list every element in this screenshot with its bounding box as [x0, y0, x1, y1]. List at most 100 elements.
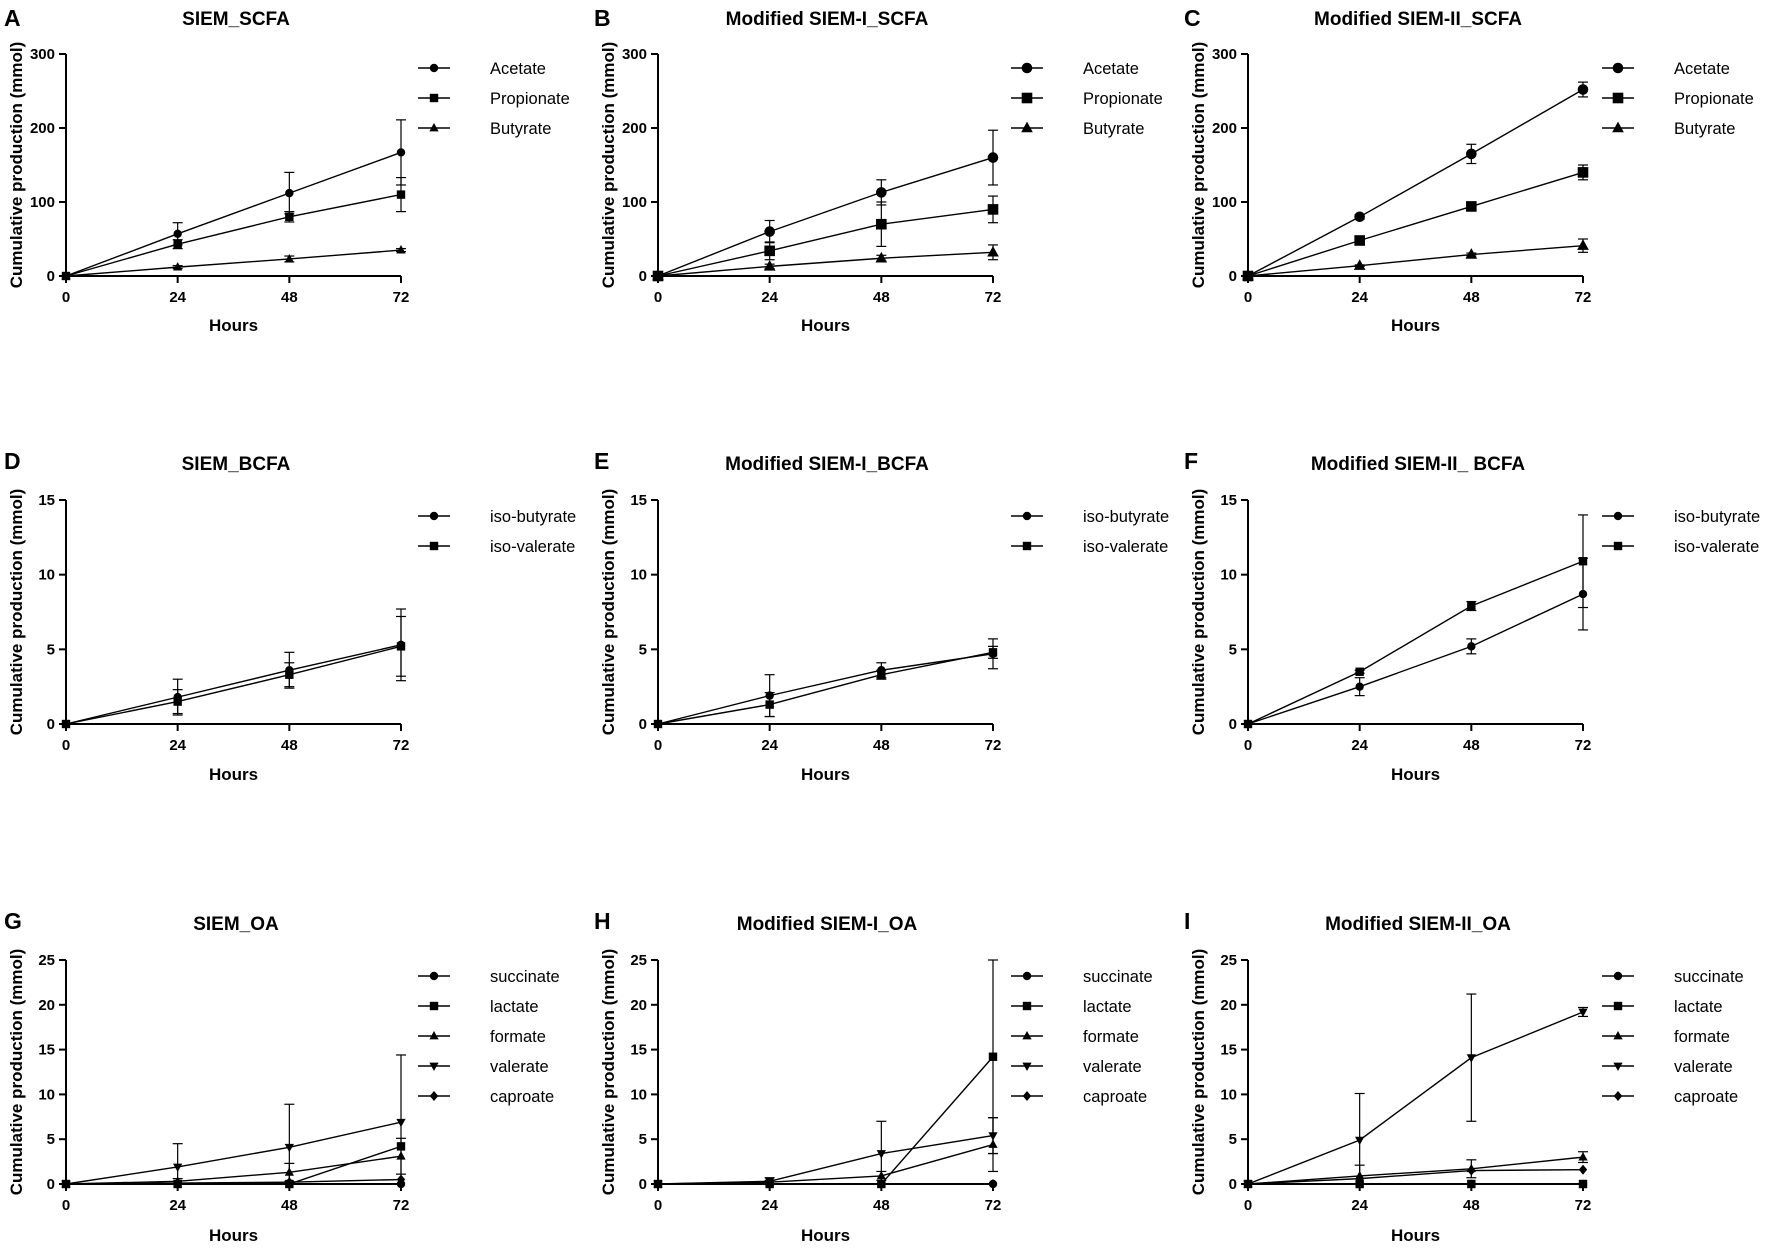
x-tick-label-c: 72 — [1575, 289, 1592, 306]
legend-label: formate — [1674, 1028, 1730, 1046]
x-tick-label-f: 72 — [1575, 737, 1592, 754]
legend-marker — [429, 1001, 439, 1011]
y-tick-label-f: 0 — [1229, 716, 1237, 733]
data-point — [1578, 1164, 1588, 1175]
panel-title-f: Modified SIEM-II_ BCFA — [1311, 454, 1526, 475]
panel-letter-f: F — [1184, 448, 1198, 474]
y-tick-label-i: 5 — [1229, 1131, 1237, 1148]
legend-label: caproate — [1674, 1088, 1738, 1106]
panel-title-c: Modified SIEM-II_SCFA — [1314, 9, 1522, 30]
data-point — [876, 187, 887, 198]
legend-marker — [429, 63, 439, 73]
legend-marker — [1022, 1062, 1032, 1072]
data-point — [1467, 1179, 1476, 1189]
data-point — [1353, 259, 1366, 270]
data-point — [396, 642, 406, 651]
panel-c: C Modified SIEM-II_SCFA 0 100 200 300 0 24 48 72 H… — [1184, 5, 1754, 335]
x-tick-label-i: 72 — [1575, 1197, 1592, 1214]
x-tick-label-d: 72 — [393, 737, 410, 754]
legend-marker — [1021, 92, 1033, 104]
panel-letter-d: D — [4, 448, 21, 474]
panel-title-d: SIEM_BCFA — [182, 454, 291, 475]
legend-entry-d: iso-butyrate — [418, 508, 576, 526]
legend-entry-c: Butyrate — [1602, 120, 1735, 138]
legend-entry-h: valerate — [1011, 1058, 1142, 1076]
y-tick-label-g: 25 — [38, 952, 55, 969]
data-point — [173, 229, 182, 239]
data-point — [988, 1178, 998, 1190]
legend-label: caproate — [1083, 1088, 1147, 1106]
y-tick-label-f: 5 — [1229, 641, 1237, 658]
legend-entry-i: succinate — [1602, 968, 1744, 986]
data-point — [1465, 248, 1478, 259]
legend-label: iso-butyrate — [1674, 508, 1760, 526]
y-tick-label-e: 5 — [639, 641, 647, 658]
legend-entry-g: caproate — [418, 1088, 554, 1106]
data-point — [988, 648, 998, 657]
x-tick-label-f: 24 — [1351, 737, 1368, 754]
legend-label: caproate — [490, 1088, 554, 1106]
x-tick-label-i: 24 — [1351, 1197, 1368, 1214]
series-butyrate-c — [1242, 238, 1589, 281]
x-tick-label-i: 0 — [1244, 1197, 1252, 1214]
x-tick-label-e: 0 — [654, 737, 662, 754]
legend-entry-h: formate — [1011, 1028, 1139, 1046]
panel-letter-g: G — [4, 908, 22, 934]
y-tick-label-c: 200 — [1212, 120, 1237, 137]
series-acetate-b — [652, 129, 999, 282]
x-axis-label-h: Hours — [801, 1226, 850, 1244]
series-iso-valerate-d — [61, 615, 406, 729]
x-tick-label-h: 72 — [985, 1197, 1002, 1214]
y-tick-label-b: 300 — [622, 46, 647, 63]
data-point — [173, 1163, 183, 1173]
series-lactate-h — [653, 959, 998, 1189]
series-line — [657, 1143, 994, 1185]
data-point — [1354, 211, 1365, 223]
data-point — [1577, 167, 1589, 178]
y-tick-label-h: 15 — [630, 1042, 647, 1059]
series-iso-valerate-f — [1243, 514, 1588, 729]
legend-entry-i: valerate — [1602, 1058, 1733, 1076]
series-line — [65, 1178, 402, 1185]
data-point — [1466, 148, 1477, 160]
y-tick-label-i: 20 — [1220, 997, 1237, 1014]
x-tick-label-b: 24 — [761, 289, 778, 306]
data-point — [764, 245, 775, 257]
y-tick-label-e: 15 — [630, 492, 647, 509]
data-point — [1242, 269, 1254, 281]
x-tick-label-f: 48 — [1463, 737, 1480, 754]
legend-label: Butyrate — [490, 120, 551, 138]
panel-letter-a: A — [4, 5, 21, 31]
panel-d: D SIEM_BCFA 0 5 10 15 0 24 48 72 Hours Cumulative p… — [4, 448, 576, 784]
y-tick-label-d: 10 — [38, 567, 55, 584]
legend-marker — [1021, 62, 1033, 74]
data-point — [284, 1143, 294, 1153]
legend-label: lactate — [1674, 998, 1723, 1016]
legend-marker — [1613, 971, 1623, 981]
y-axis-label-f: Cumulative production (mmol) — [1189, 489, 1208, 736]
series-line — [1247, 1168, 1584, 1185]
y-tick-label-g: 15 — [38, 1042, 55, 1059]
legend-label: valerate — [1083, 1058, 1142, 1076]
legend-marker — [1022, 1090, 1032, 1102]
legend-entry-h: succinate — [1011, 968, 1153, 986]
legend-label: Acetate — [1083, 60, 1139, 78]
x-axis-label-f: Hours — [1391, 765, 1440, 784]
series-caproate-i — [1243, 1164, 1588, 1190]
data-point — [875, 251, 888, 263]
data-point — [1355, 1136, 1365, 1146]
y-tick-label-h: 5 — [639, 1131, 647, 1148]
y-tick-label-h: 20 — [630, 997, 647, 1014]
legend-label: iso-butyrate — [490, 508, 576, 526]
y-axis-label-d: Cumulative production (mmol) — [7, 489, 26, 736]
x-tick-label-g: 0 — [62, 1197, 70, 1214]
legend-entry-i: formate — [1602, 1028, 1730, 1046]
y-tick-label-g: 20 — [38, 997, 55, 1014]
series-line — [657, 653, 994, 725]
y-tick-label-i: 10 — [1220, 1086, 1237, 1103]
legend-entry-f: iso-valerate — [1602, 538, 1759, 556]
y-tick-label-i: 15 — [1220, 1042, 1237, 1059]
series-line — [657, 651, 994, 725]
x-tick-label-d: 48 — [281, 737, 298, 754]
